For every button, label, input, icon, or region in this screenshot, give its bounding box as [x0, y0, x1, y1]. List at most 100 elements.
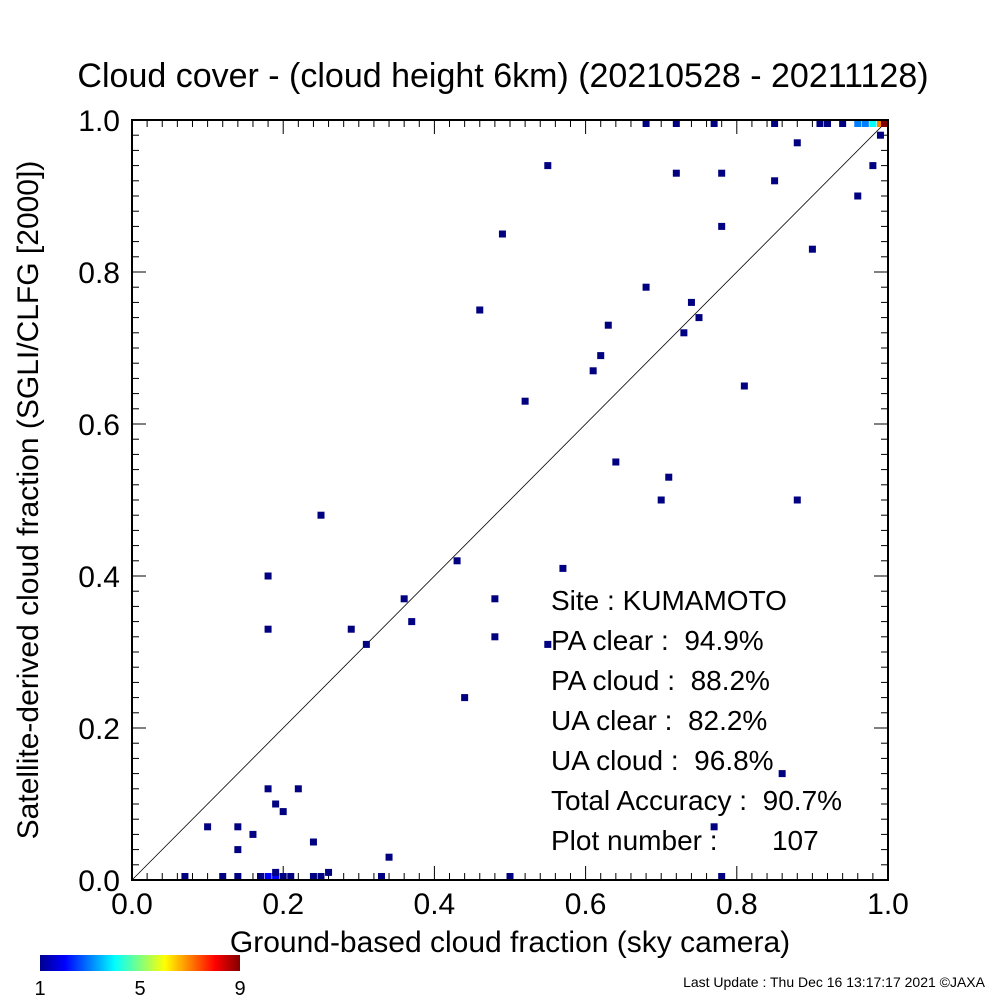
- data-point: [718, 222, 726, 230]
- data-point: [839, 120, 847, 127]
- data-point: [264, 572, 272, 580]
- data-point: [876, 120, 884, 127]
- data-point: [657, 496, 665, 504]
- data-point: [272, 800, 280, 808]
- stat-line: Site : KUMAMOTO: [551, 585, 787, 616]
- data-point: [317, 873, 325, 880]
- data-point: [589, 367, 597, 375]
- data-point: [665, 473, 673, 481]
- chart-title: Cloud cover - (cloud height 6km) (202105…: [77, 57, 928, 95]
- data-point: [257, 873, 265, 880]
- y-tick-label: 1.0: [78, 105, 120, 138]
- data-point: [400, 595, 408, 603]
- data-point: [287, 873, 295, 880]
- data-point: [234, 823, 242, 831]
- tick-labels: 0.0 0.2 0.4 0.6 0.8 1.0 0.0 0.2 0.4 0.6 0.8 1.0: [78, 105, 909, 921]
- data-point: [680, 329, 688, 337]
- data-point: [672, 120, 680, 127]
- colorbar-label-min: 1: [34, 978, 45, 1000]
- x-axis-label: Ground-based cloud fraction (sky camera): [230, 926, 790, 959]
- stat-line: UA clear : 82.2%: [551, 705, 767, 736]
- data-point: [234, 846, 242, 854]
- data-point: [377, 873, 385, 880]
- data-point: [181, 873, 189, 880]
- data-point: [672, 169, 680, 177]
- stats-box: Site : KUMAMOTO PA clear : 94.9% PA cloud …: [551, 585, 842, 856]
- y-tick-label: 0.6: [78, 409, 120, 442]
- y-tick-label: 0.4: [78, 561, 120, 594]
- colorbar: [40, 955, 240, 971]
- colorbar-label-max: 9: [234, 978, 245, 1000]
- data-point: [861, 120, 869, 127]
- data-point: [687, 298, 695, 306]
- footer-update: Last Update : Thu Dec 16 13:17:17 2021 ©…: [683, 974, 986, 990]
- data-point: [718, 169, 726, 177]
- data-point: [718, 873, 726, 880]
- data-point: [506, 873, 514, 880]
- data-point: [695, 314, 703, 322]
- data-points: [181, 120, 888, 880]
- plot-frame: [131, 119, 889, 881]
- data-point: [612, 458, 620, 466]
- y-tick-label: 0.2: [78, 713, 120, 746]
- data-point: [491, 595, 499, 603]
- data-point: [642, 120, 650, 127]
- data-point: [816, 120, 824, 127]
- data-point: [279, 873, 287, 880]
- data-point: [219, 873, 227, 880]
- data-point: [385, 853, 393, 861]
- data-point: [771, 120, 779, 127]
- stat-line: Total Accuracy : 90.7%: [551, 785, 842, 816]
- y-axis-label: Satellite-derived cloud fraction (SGLI/C…: [12, 161, 45, 840]
- stat-line: UA cloud : 96.8%: [551, 745, 774, 776]
- data-point: [294, 785, 302, 793]
- data-point: [544, 640, 552, 648]
- data-point: [234, 873, 242, 880]
- data-point: [559, 564, 567, 572]
- data-point: [264, 785, 272, 793]
- data-point: [309, 873, 317, 880]
- data-point: [272, 873, 280, 880]
- data-point: [347, 625, 355, 633]
- data-point: [498, 230, 506, 238]
- data-point: [325, 868, 333, 876]
- data-point: [249, 830, 257, 838]
- data-point: [264, 873, 272, 880]
- data-point: [204, 823, 212, 831]
- data-point: [710, 120, 718, 127]
- data-point: [309, 838, 317, 846]
- x-tick-label: 0.4: [414, 888, 456, 921]
- data-point: [778, 770, 786, 778]
- data-point: [793, 496, 801, 504]
- x-tick-label: 1.0: [867, 888, 909, 921]
- data-point: [521, 397, 529, 405]
- data-point: [808, 245, 816, 253]
- data-point: [710, 823, 718, 831]
- data-point: [476, 306, 484, 314]
- data-point: [491, 633, 499, 641]
- data-point: [854, 192, 862, 200]
- one-to-one-line: [131, 119, 889, 881]
- data-point: [264, 625, 272, 633]
- data-point: [604, 321, 612, 329]
- data-point: [869, 120, 877, 127]
- data-point: [740, 382, 748, 390]
- data-point: [362, 640, 370, 648]
- y-tick-label: 0.8: [78, 257, 120, 290]
- data-point: [272, 868, 280, 876]
- data-point: [876, 131, 884, 139]
- data-point: [854, 120, 862, 127]
- data-point: [597, 352, 605, 360]
- data-point: [544, 162, 552, 170]
- data-point: [793, 139, 801, 147]
- data-point: [408, 618, 416, 626]
- data-point: [881, 120, 888, 127]
- y-tick-label: 0.0: [78, 865, 120, 898]
- x-tick-label: 0.6: [565, 888, 607, 921]
- colorbar-label-mid: 5: [134, 978, 145, 1000]
- stat-line: Plot number : 107: [551, 825, 819, 856]
- data-point: [642, 283, 650, 291]
- data-point: [824, 120, 832, 127]
- data-point: [869, 162, 877, 170]
